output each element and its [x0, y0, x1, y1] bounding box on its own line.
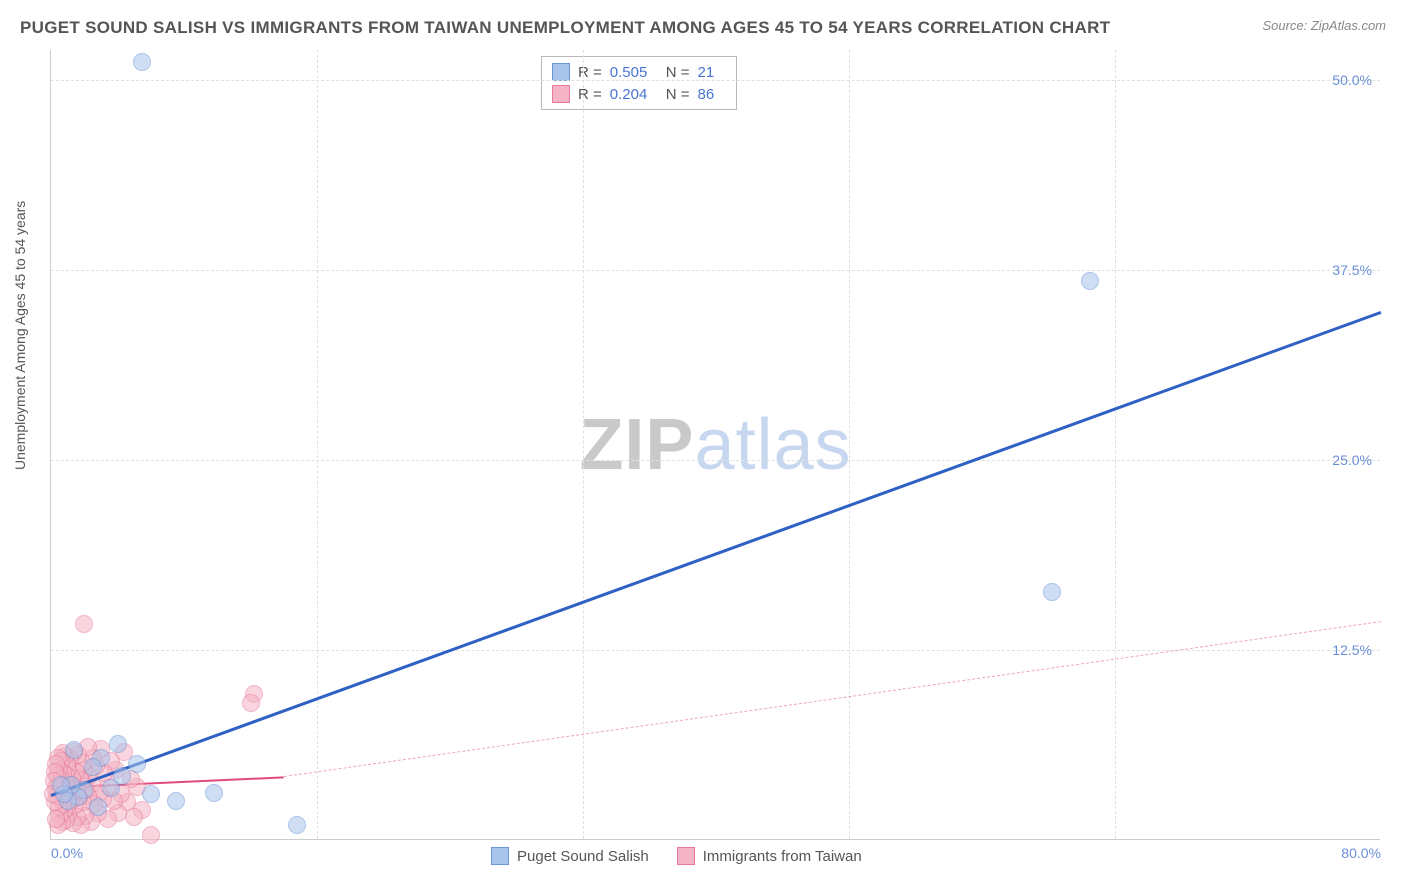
watermark-zip: ZIP: [579, 405, 694, 485]
legend-swatch: [677, 847, 695, 865]
legend-series-item: Puget Sound Salish: [491, 847, 649, 865]
data-point: [84, 758, 102, 776]
gridline-h: [51, 80, 1380, 81]
y-tick-label: 25.0%: [1332, 452, 1372, 468]
data-point: [75, 615, 93, 633]
legend-r-value: 0.505: [610, 64, 658, 81]
gridline-v: [317, 50, 318, 839]
legend-swatch: [552, 63, 570, 81]
legend-n-value: 21: [698, 64, 726, 81]
legend-series-item: Immigrants from Taiwan: [677, 847, 862, 865]
x-tick-label: 0.0%: [51, 845, 83, 861]
data-point: [142, 785, 160, 803]
legend-n-label: N =: [666, 86, 690, 103]
data-point: [167, 792, 185, 810]
y-tick-label: 50.0%: [1332, 72, 1372, 88]
data-point: [133, 53, 151, 71]
data-point: [142, 826, 160, 844]
y-tick-label: 12.5%: [1332, 642, 1372, 658]
legend-stats: R = 0.505 N = 21 R = 0.204 N = 86: [541, 56, 737, 110]
data-point: [47, 810, 65, 828]
trend-line: [50, 311, 1381, 797]
legend-n-value: 86: [698, 86, 726, 103]
gridline-v: [1115, 50, 1116, 839]
legend-swatch: [491, 847, 509, 865]
gridline-v: [583, 50, 584, 839]
legend-n-label: N =: [666, 64, 690, 81]
data-point: [1081, 272, 1099, 290]
legend-r-value: 0.204: [610, 86, 658, 103]
legend-series-label: Puget Sound Salish: [517, 848, 649, 865]
data-point: [65, 741, 83, 759]
source-attribution: Source: ZipAtlas.com: [1262, 18, 1386, 33]
trend-line: [284, 621, 1381, 777]
watermark-atlas: atlas: [694, 405, 851, 485]
data-point: [128, 755, 146, 773]
chart-title: PUGET SOUND SALISH VS IMMIGRANTS FROM TA…: [20, 18, 1110, 38]
plot-area: ZIPatlas R =0.505N =21R =0.204N =86 Puge…: [50, 50, 1380, 840]
legend-swatch: [552, 85, 570, 103]
data-point: [1043, 583, 1061, 601]
data-point: [52, 776, 70, 794]
y-tick-label: 37.5%: [1332, 262, 1372, 278]
gridline-v: [849, 50, 850, 839]
legend-r-label: R =: [578, 86, 602, 103]
data-point: [89, 798, 107, 816]
data-point: [242, 694, 260, 712]
data-point: [288, 816, 306, 834]
watermark: ZIPatlas: [579, 404, 851, 486]
y-axis-label: Unemployment Among Ages 45 to 54 years: [12, 201, 28, 470]
legend-series-label: Immigrants from Taiwan: [703, 848, 862, 865]
gridline-h: [51, 460, 1380, 461]
gridline-h: [51, 270, 1380, 271]
data-point: [109, 735, 127, 753]
legend-stats-row: R = 0.204 N = 86: [552, 83, 726, 105]
legend-r-label: R =: [578, 64, 602, 81]
data-point: [102, 779, 120, 797]
data-point: [205, 784, 223, 802]
legend-series: Puget Sound Salish Immigrants from Taiwan: [491, 847, 862, 865]
x-tick-label: 80.0%: [1341, 845, 1381, 861]
